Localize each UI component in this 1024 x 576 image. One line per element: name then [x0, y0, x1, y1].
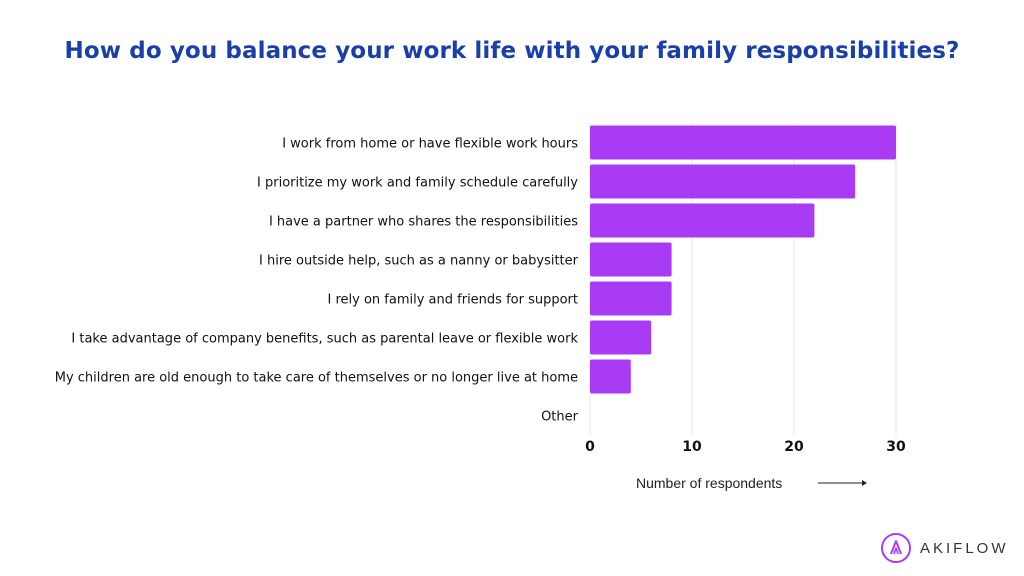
x-axis-label: Number of respondents	[636, 475, 783, 491]
category-label: I work from home or have flexible work h…	[282, 137, 578, 152]
bar	[590, 359, 631, 394]
category-label: I prioritize my work and family schedule…	[257, 176, 578, 191]
category-label: I have a partner who shares the responsi…	[269, 215, 578, 230]
x-tick-label: 30	[886, 439, 906, 455]
arrow-right-icon	[818, 480, 867, 486]
x-tick-label: 20	[784, 439, 804, 455]
bar	[590, 164, 856, 199]
brand-name: AKIFLOW	[920, 539, 1009, 557]
bar	[590, 203, 815, 238]
x-tick-label: 10	[682, 439, 702, 455]
bars	[590, 125, 896, 394]
bar	[590, 281, 672, 316]
category-labels: I work from home or have flexible work h…	[55, 137, 579, 425]
x-tick-labels: 0 10 20 30	[585, 439, 906, 455]
x-tick-label: 0	[585, 439, 595, 455]
category-label: My children are old enough to take care …	[55, 371, 578, 386]
akiflow-logo-icon	[881, 533, 911, 563]
brand-logo: AKIFLOW	[880, 532, 1009, 564]
category-label: Other	[541, 410, 579, 425]
bar	[590, 125, 896, 160]
bar	[590, 242, 672, 277]
category-label: I take advantage of company benefits, su…	[71, 332, 578, 347]
bar	[590, 320, 652, 355]
category-label: I hire outside help, such as a nanny or …	[259, 254, 579, 269]
chart-title: How do you balance your work life with y…	[64, 38, 960, 64]
category-label: I rely on family and friends for support	[328, 293, 578, 308]
